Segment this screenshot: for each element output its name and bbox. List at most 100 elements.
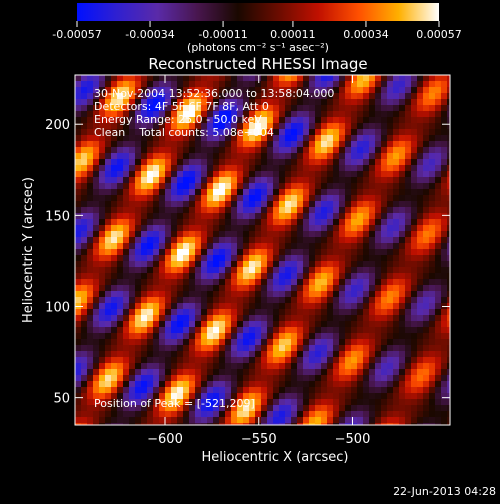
heatmap-pixel: [369, 321, 376, 328]
heatmap-pixel: [237, 399, 244, 406]
heatmap-pixel: [333, 381, 340, 388]
heatmap-pixel: [261, 363, 268, 370]
heatmap-pixel: [315, 171, 322, 178]
heatmap-pixel: [219, 165, 226, 172]
heatmap-pixel: [321, 135, 328, 142]
heatmap-pixel: [249, 267, 256, 274]
heatmap-pixel: [129, 189, 136, 196]
heatmap-pixel: [171, 141, 178, 148]
heatmap-pixel: [117, 117, 124, 124]
heatmap-pixel: [99, 243, 106, 250]
heatmap-pixel: [153, 345, 160, 352]
heatmap-pixel: [279, 231, 286, 238]
heatmap-pixel: [219, 321, 226, 328]
heatmap-pixel: [111, 255, 118, 262]
heatmap-pixel: [129, 369, 136, 376]
heatmap-pixel: [87, 387, 94, 394]
heatmap-pixel: [99, 231, 106, 238]
heatmap-pixel: [123, 93, 130, 100]
heatmap-pixel: [93, 267, 100, 274]
heatmap-pixel: [195, 117, 202, 124]
heatmap-pixel: [369, 141, 376, 148]
heatmap-pixel: [207, 189, 214, 196]
heatmap-pixel: [303, 147, 310, 154]
heatmap-pixel: [153, 153, 160, 160]
heatmap-pixel: [219, 93, 226, 100]
heatmap-pixel: [309, 261, 316, 268]
heatmap-pixel: [339, 399, 346, 406]
heatmap-pixel: [159, 171, 166, 178]
heatmap-pixel: [87, 129, 94, 136]
heatmap-pixel: [201, 315, 208, 322]
heatmap-pixel: [87, 189, 94, 196]
heatmap-pixel: [399, 237, 406, 244]
heatmap-pixel: [279, 81, 286, 88]
heatmap-pixel: [351, 171, 358, 178]
heatmap-pixel: [447, 171, 450, 178]
heatmap-pixel: [237, 387, 244, 394]
heatmap-pixel: [327, 171, 334, 178]
heatmap-pixel: [285, 321, 292, 328]
heatmap-pixel: [171, 321, 178, 328]
heatmap-pixel: [225, 381, 232, 388]
heatmap-pixel: [87, 219, 94, 226]
heatmap-pixel: [135, 219, 142, 226]
heatmap-pixel: [195, 141, 202, 148]
heatmap-pixel: [201, 297, 208, 304]
heatmap-pixel: [441, 111, 448, 118]
heatmap-pixel: [273, 81, 280, 88]
heatmap-pixel: [231, 417, 238, 424]
heatmap-pixel: [201, 375, 208, 382]
heatmap-pixel: [141, 111, 148, 118]
heatmap-pixel: [183, 255, 190, 262]
heatmap-pixel: [243, 105, 250, 112]
heatmap-pixel: [363, 189, 370, 196]
heatmap-pixel: [255, 123, 262, 130]
heatmap-pixel: [363, 147, 370, 154]
heatmap-pixel: [363, 87, 370, 94]
heatmap-pixel: [99, 309, 106, 316]
heatmap-pixel: [81, 201, 88, 208]
heatmap-pixel: [213, 387, 220, 394]
heatmap-pixel: [279, 417, 286, 424]
heatmap-pixel: [267, 243, 274, 250]
heatmap-pixel: [369, 285, 376, 292]
heatmap-pixel: [393, 183, 400, 190]
heatmap-pixel: [81, 297, 88, 304]
heatmap-pixel: [153, 351, 160, 358]
heatmap-pixel: [129, 201, 136, 208]
heatmap-pixel: [141, 369, 148, 376]
heatmap-pixel: [147, 105, 154, 112]
heatmap-pixel: [183, 87, 190, 94]
heatmap-pixel: [351, 423, 358, 425]
heatmap-pixel: [441, 183, 448, 190]
heatmap-pixel: [375, 411, 382, 418]
heatmap-pixel: [333, 123, 340, 130]
heatmap-pixel: [153, 405, 160, 412]
heatmap-pixel: [375, 201, 382, 208]
heatmap-pixel: [147, 297, 154, 304]
heatmap-pixel: [405, 333, 412, 340]
heatmap-pixel: [231, 165, 238, 172]
heatmap-pixel: [339, 393, 346, 400]
heatmap-pixel: [441, 333, 448, 340]
heatmap-pixel: [291, 93, 298, 100]
heatmap-pixel: [159, 225, 166, 232]
heatmap-pixel: [315, 423, 322, 425]
heatmap-pixel: [405, 267, 412, 274]
heatmap-pixel: [87, 237, 94, 244]
heatmap-pixel: [417, 297, 424, 304]
heatmap-pixel: [261, 291, 268, 298]
heatmap-pixel: [99, 123, 106, 130]
heatmap-pixel: [207, 387, 214, 394]
heatmap-pixel: [447, 243, 450, 250]
heatmap-pixel: [177, 363, 184, 370]
heatmap-pixel: [315, 177, 322, 184]
heatmap-pixel: [201, 153, 208, 160]
heatmap-pixel: [387, 321, 394, 328]
heatmap-pixel: [357, 273, 364, 280]
heatmap-pixel: [441, 291, 448, 298]
heatmap-pixel: [147, 171, 154, 178]
heatmap-pixel: [231, 123, 238, 130]
heatmap-pixel: [417, 267, 424, 274]
